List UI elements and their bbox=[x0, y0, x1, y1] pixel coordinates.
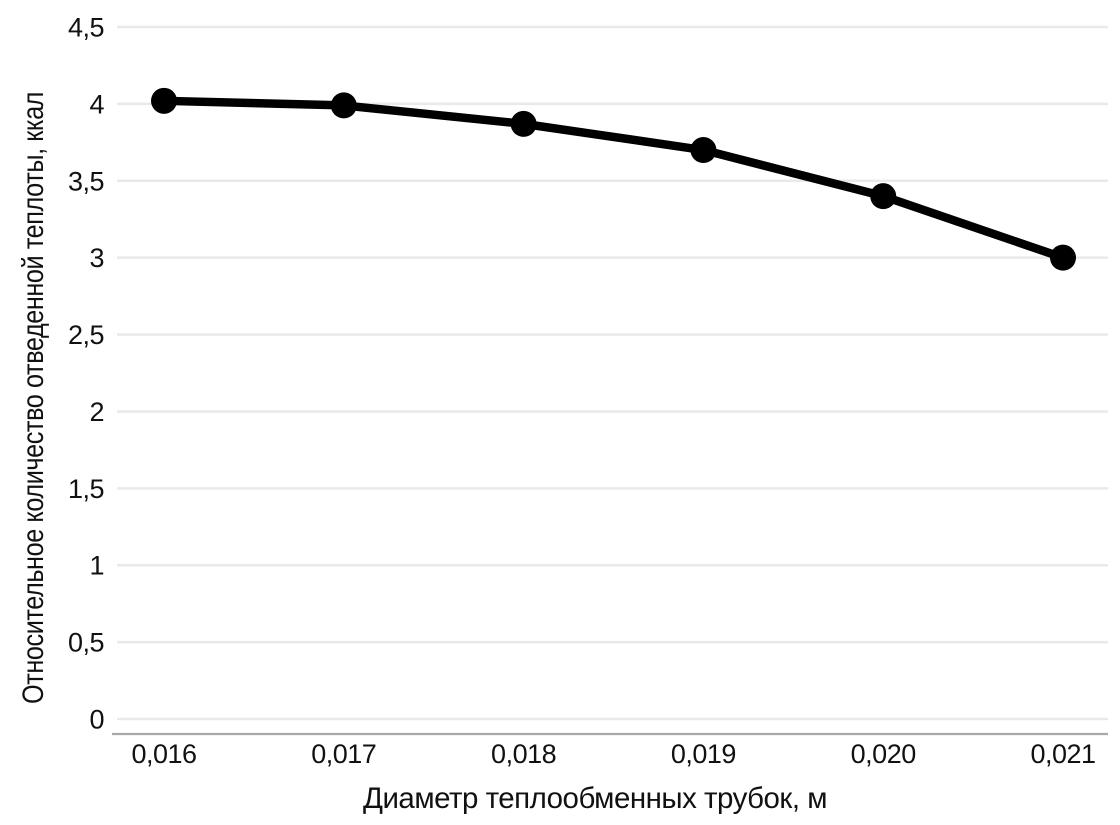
y-tick-label: 4 bbox=[89, 89, 104, 119]
x-axis-title: Диаметр теплообменных трубок, м bbox=[363, 782, 827, 815]
x-tick-label: 0,017 bbox=[311, 739, 376, 769]
gridlines-layer bbox=[112, 25, 1108, 736]
x-tick-label: 0,018 bbox=[491, 739, 556, 769]
y-tick-label: 1,5 bbox=[68, 474, 104, 504]
y-tick-label: 4,5 bbox=[68, 13, 104, 43]
data-point-marker bbox=[870, 183, 897, 210]
data-series-layer bbox=[151, 87, 1076, 271]
series-line bbox=[159, 96, 1068, 262]
y-tick-label: 3 bbox=[89, 243, 104, 273]
y-tick-label: 0 bbox=[89, 705, 104, 735]
data-point-marker bbox=[510, 110, 537, 137]
axis-tick-labels-layer: 0 0,5 1 1,5 2 2,5 3 3,5 4 4,5 0,016 0,017 0,018 0,019… bbox=[68, 13, 1096, 770]
data-point-marker bbox=[151, 87, 177, 114]
data-point-marker bbox=[690, 137, 717, 164]
x-tick-label: 0,021 bbox=[1030, 739, 1095, 769]
x-tick-label: 0,020 bbox=[851, 739, 916, 769]
y-tick-label: 1 bbox=[89, 551, 104, 581]
x-tick-label: 0,016 bbox=[131, 739, 196, 769]
data-point-marker bbox=[330, 92, 357, 119]
data-point-marker bbox=[1050, 244, 1076, 271]
x-tick-label: 0,019 bbox=[671, 739, 736, 769]
y-tick-label: 0,5 bbox=[68, 628, 104, 658]
y-tick-label: 2 bbox=[89, 397, 104, 427]
y-axis-title: Относительное количество отведенной тепл… bbox=[17, 92, 50, 704]
y-tick-label: 3,5 bbox=[68, 166, 104, 196]
y-tick-label: 2,5 bbox=[68, 320, 104, 350]
